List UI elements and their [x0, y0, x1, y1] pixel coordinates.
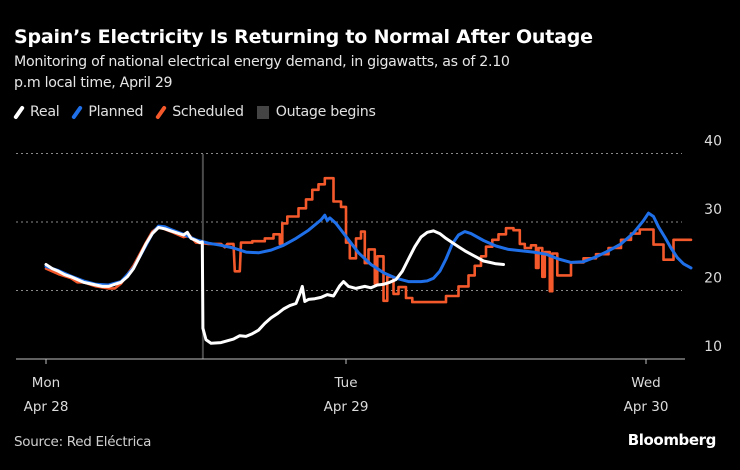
- brand-logo: Bloomberg: [627, 431, 717, 449]
- legend-item-real: Real: [13, 104, 60, 120]
- x-tick-date-1: Apr 29: [324, 399, 369, 415]
- legend-swatch-outage: [256, 105, 269, 119]
- legend-item-planned: Planned: [71, 104, 144, 120]
- series-line-real: [44, 226, 505, 345]
- y-tick-label-10: 10: [704, 339, 722, 355]
- legend: Real Planned Scheduled Outage begins: [13, 104, 389, 120]
- y-tick-label-30: 30: [704, 202, 722, 218]
- x-tick-date-0: Apr 28: [24, 399, 69, 415]
- series-line-planned: [44, 211, 693, 287]
- axes: 10 20 30 40 Mon Apr 28 Tue Apr 29 Wed Apr 30: [16, 134, 722, 415]
- legend-item-outage: Outage begins: [256, 104, 376, 120]
- chart-title: Spain’s Electricity Is Returning to Norm…: [14, 26, 593, 48]
- source-note: Source: Red Eléctrica: [14, 434, 152, 450]
- y-tick-label-20: 20: [704, 271, 722, 287]
- legend-label-scheduled: Scheduled: [172, 104, 244, 120]
- series-lines: [44, 176, 693, 345]
- x-tick-date-2: Apr 30: [624, 399, 669, 415]
- legend-label-planned: Planned: [88, 104, 144, 120]
- y-tick-label-40: 40: [704, 134, 722, 150]
- legend-item-scheduled: Scheduled: [155, 104, 244, 120]
- legend-label-real: Real: [30, 104, 60, 120]
- x-tick-day-0: Mon: [32, 375, 60, 391]
- gridlines: [16, 153, 682, 291]
- x-tick-day-2: Wed: [631, 375, 660, 391]
- legend-label-outage: Outage begins: [275, 104, 376, 120]
- x-tick-day-1: Tue: [333, 375, 357, 391]
- series-line-scheduled: [44, 176, 693, 304]
- chart-subtitle: Monitoring of national electrical energy…: [14, 54, 510, 91]
